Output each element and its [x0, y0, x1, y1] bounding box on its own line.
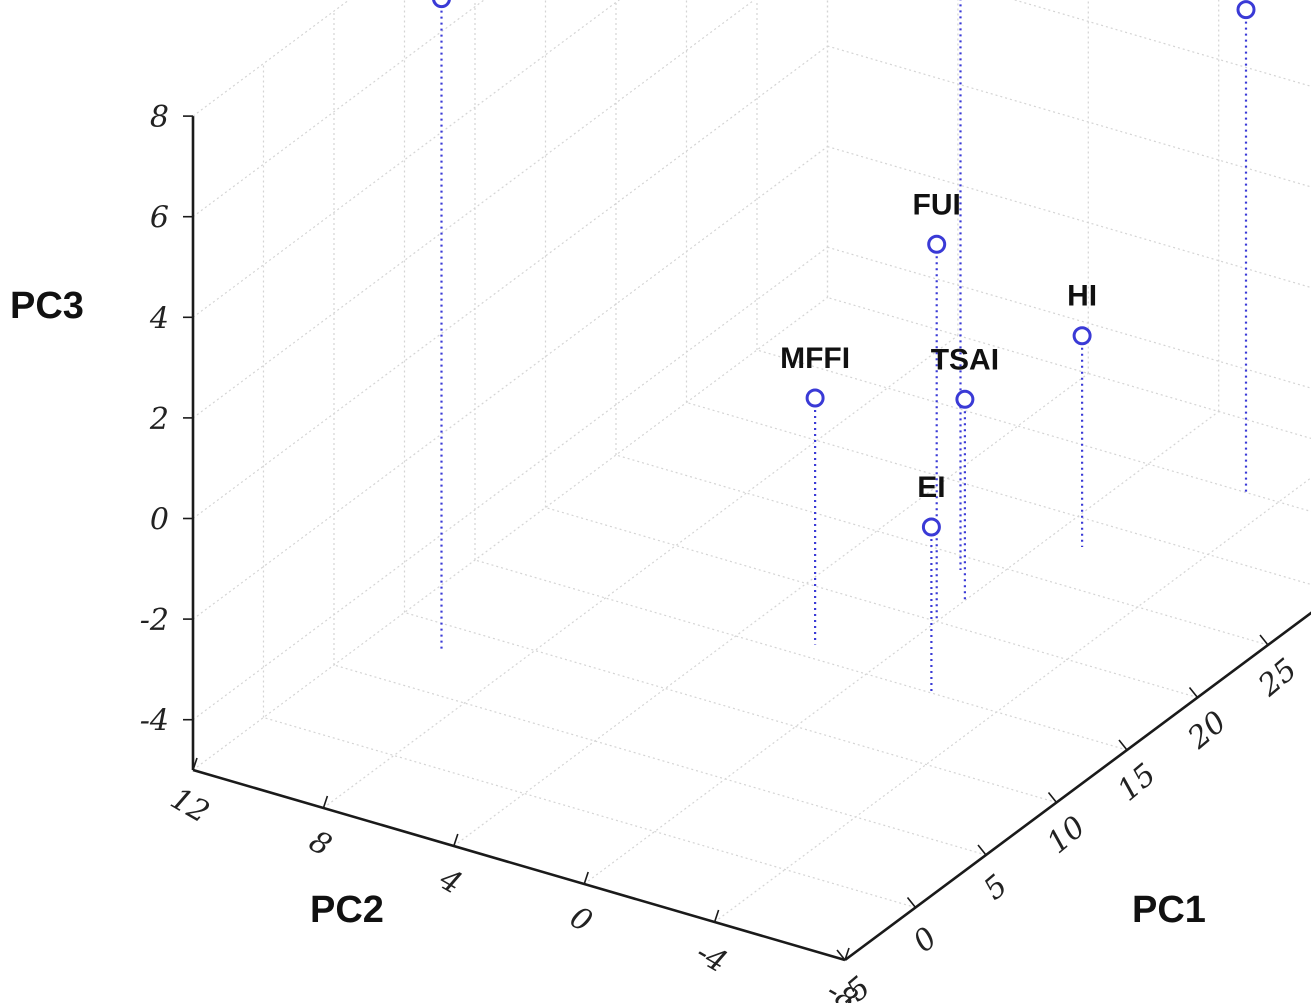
grid-line	[333, 664, 987, 856]
tick-label: 0	[907, 921, 944, 960]
grid-line	[583, 411, 1220, 885]
data-point	[921, 517, 941, 537]
data-point	[1072, 326, 1092, 346]
data-point	[927, 234, 947, 254]
y-tick	[322, 795, 329, 809]
grid-line	[474, 559, 1128, 751]
grid-line	[844, 612, 1311, 961]
grid-line	[192, 0, 756, 419]
tick-label: 8	[150, 100, 169, 135]
tick-label: 10	[1041, 810, 1093, 861]
point-label: EI	[917, 471, 945, 504]
y-tick	[453, 833, 459, 847]
grid-line	[263, 716, 916, 909]
grid-line	[827, 45, 1311, 188]
y-tick	[583, 871, 589, 885]
x-tick	[836, 949, 846, 961]
tick-label: 2	[149, 402, 169, 437]
y-tick	[713, 909, 720, 923]
point-label: HI	[1067, 280, 1097, 313]
tick-label: 5	[977, 868, 1014, 907]
tick-label: 0	[150, 503, 169, 538]
grid-line	[192, 297, 828, 771]
grid-line	[192, 45, 828, 519]
grid-lines	[192, 0, 1311, 961]
grid-line	[192, 146, 828, 620]
grid-line	[545, 506, 1198, 699]
y-axis-title: PC2	[310, 889, 384, 931]
grid-line	[615, 454, 1269, 646]
grid-line	[404, 611, 1057, 804]
x-tick	[977, 844, 987, 856]
x-axis-title: PC1	[1132, 889, 1206, 931]
grid-line	[714, 477, 1311, 923]
point-label: FUI	[913, 188, 961, 221]
y-tick	[844, 947, 850, 961]
tick-label: 12	[164, 781, 215, 830]
tick-label: 4	[149, 301, 169, 336]
x-tick	[1047, 792, 1058, 803]
grid-line	[192, 0, 621, 318]
data-points: QIKTIPAIFUIMFFIHITSAIEI	[432, 0, 1256, 537]
tick-label: -2	[140, 603, 169, 638]
x-axis-line	[844, 611, 1311, 962]
tick-label: 6	[150, 201, 169, 236]
tick-label: -4	[690, 935, 733, 980]
data-point	[432, 0, 451, 9]
grid-line	[827, 296, 1311, 440]
data-point	[1236, 0, 1256, 20]
tick-label: 8	[303, 824, 337, 864]
tick-label: 15	[1111, 757, 1163, 808]
x-tick	[906, 897, 917, 908]
x-tick	[1118, 739, 1128, 751]
point-label: TSAI	[931, 343, 999, 376]
tick-label: 25	[1251, 652, 1304, 704]
tick-label: 20	[1181, 705, 1234, 757]
grid-line	[453, 373, 1089, 847]
data-point	[955, 389, 975, 409]
y-axis-line	[192, 768, 846, 962]
tick-label: 4	[433, 861, 468, 901]
grid-line	[686, 401, 1311, 586]
z-axis-title: PC3	[10, 285, 84, 327]
x-tick	[1259, 634, 1269, 646]
point-label: MFFI	[780, 342, 850, 375]
grid-line	[192, 246, 828, 721]
tick-label: 0	[564, 900, 598, 940]
grid-line	[192, 0, 486, 218]
axes	[191, 116, 1311, 962]
grid-line	[827, 246, 1311, 389]
grid-line	[192, 0, 350, 117]
point-stems	[440, 0, 1248, 693]
data-point	[805, 388, 825, 408]
tick-label: -4	[140, 704, 169, 739]
y-tick	[192, 757, 198, 771]
grid-line	[756, 349, 1311, 513]
x-tick	[1188, 687, 1199, 698]
grid-line	[323, 335, 959, 809]
